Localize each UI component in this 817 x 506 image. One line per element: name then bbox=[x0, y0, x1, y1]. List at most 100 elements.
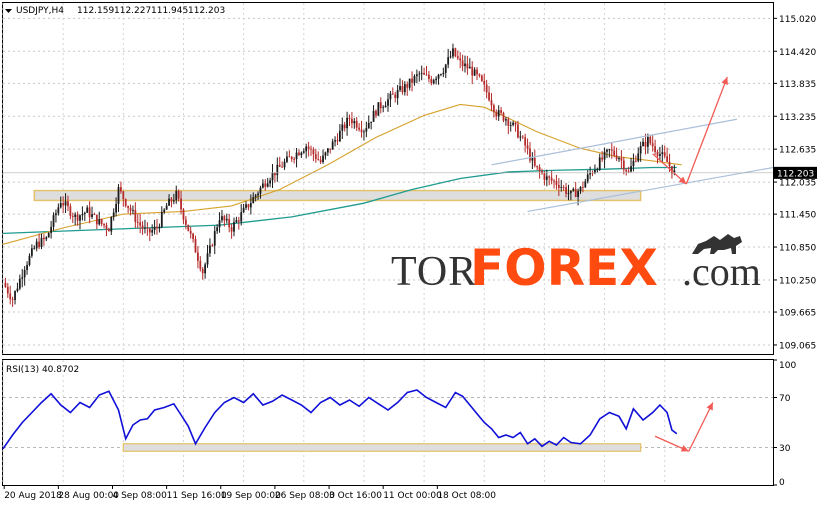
candle-body bbox=[192, 233, 194, 239]
candle-body bbox=[136, 222, 139, 223]
candle-body bbox=[59, 203, 62, 208]
candle-body bbox=[449, 56, 452, 58]
rsi-tick-label: 100 bbox=[779, 361, 796, 371]
candle-body bbox=[492, 105, 495, 113]
candle-body bbox=[283, 161, 286, 168]
candle-body bbox=[671, 166, 673, 174]
channel-lower-line bbox=[527, 166, 774, 212]
candle-body bbox=[67, 201, 69, 207]
time-tick-label: 4 Sep 08:00 bbox=[112, 491, 167, 501]
candle-body bbox=[146, 227, 149, 229]
candle-body bbox=[565, 187, 567, 194]
candle-body bbox=[88, 207, 91, 218]
candle-body bbox=[33, 248, 36, 250]
candle-body bbox=[199, 260, 202, 270]
bull-logo-icon bbox=[692, 234, 742, 254]
rsi-panel-frame bbox=[2, 359, 774, 486]
candle-body bbox=[127, 205, 130, 208]
candle-body bbox=[281, 166, 284, 168]
candle-body bbox=[103, 223, 105, 226]
price-grid bbox=[2, 3, 773, 354]
candle-body bbox=[411, 78, 413, 83]
rsi-arrow-1-shaft bbox=[688, 402, 714, 452]
candle-body bbox=[156, 226, 158, 229]
candle-body bbox=[415, 74, 418, 77]
candle-body bbox=[230, 227, 233, 232]
candle-body bbox=[353, 120, 356, 124]
candle-body bbox=[639, 146, 642, 154]
candle-body bbox=[293, 159, 296, 160]
candle-body bbox=[252, 197, 255, 204]
candle-body bbox=[182, 209, 185, 220]
candle-body bbox=[610, 149, 613, 151]
candle-body bbox=[132, 210, 134, 211]
candle-body bbox=[117, 187, 120, 204]
candle-body bbox=[659, 154, 661, 156]
candle-body bbox=[480, 75, 483, 81]
candle-body bbox=[545, 176, 548, 180]
dropdown-triangle-icon[interactable] bbox=[5, 9, 12, 13]
price-tick-label: 115.020 bbox=[779, 15, 816, 25]
candle-body bbox=[654, 146, 656, 152]
candle-body bbox=[242, 207, 245, 213]
candle-body bbox=[517, 124, 519, 138]
candle-body bbox=[343, 124, 346, 129]
candle-body bbox=[249, 203, 252, 208]
candle-body bbox=[317, 158, 320, 160]
candle-body bbox=[548, 176, 551, 178]
candle-body bbox=[543, 173, 546, 180]
candles bbox=[4, 43, 676, 307]
watermark-com: .com bbox=[682, 249, 761, 294]
price-forecast-arrows bbox=[652, 76, 728, 185]
candle-body bbox=[673, 170, 676, 174]
price-tick-label: 112.035 bbox=[779, 179, 816, 189]
price-tick-label: 109.665 bbox=[779, 309, 816, 319]
candle-body bbox=[336, 140, 339, 142]
candle-body bbox=[264, 183, 267, 187]
candle-body bbox=[225, 218, 228, 221]
rsi-zone-rect bbox=[122, 443, 642, 452]
candle-body bbox=[348, 117, 351, 120]
rsi-tick-label: 30 bbox=[779, 444, 791, 454]
candle-body bbox=[447, 57, 450, 65]
candle-body bbox=[76, 214, 79, 221]
candle-body bbox=[148, 228, 151, 233]
candle-body bbox=[211, 245, 214, 247]
candle-body bbox=[622, 160, 625, 170]
candle-body bbox=[550, 177, 553, 181]
candle-body bbox=[160, 212, 163, 227]
candle-body bbox=[124, 199, 127, 206]
candle-body bbox=[286, 156, 288, 162]
candle-body bbox=[579, 186, 582, 192]
candle-body bbox=[428, 74, 430, 79]
candle-body bbox=[440, 74, 442, 75]
candle-body bbox=[218, 220, 221, 228]
candle-body bbox=[139, 222, 142, 226]
candle-body bbox=[153, 226, 156, 231]
candle-body bbox=[572, 188, 575, 191]
candle-body bbox=[168, 198, 170, 206]
rsi-arrow-1-head bbox=[706, 402, 713, 411]
time-tick-label: 20 Aug 2018 bbox=[4, 491, 62, 501]
candle-body bbox=[442, 72, 445, 75]
candle-body bbox=[370, 121, 373, 123]
candle-body bbox=[271, 172, 274, 181]
candle-body bbox=[235, 220, 238, 223]
candle-body bbox=[526, 145, 529, 149]
candle-body bbox=[21, 277, 24, 279]
candle-body bbox=[382, 107, 385, 109]
candle-body bbox=[553, 180, 555, 182]
candle-body bbox=[346, 117, 348, 129]
candle-body bbox=[500, 110, 502, 113]
time-tick-label: 11 Oct 00:00 bbox=[383, 491, 442, 501]
candle-body bbox=[471, 66, 474, 76]
candle-body bbox=[177, 190, 180, 199]
candle-body bbox=[295, 152, 298, 160]
candle-body bbox=[79, 215, 81, 221]
candle-body bbox=[618, 158, 620, 160]
candle-body bbox=[476, 69, 478, 75]
candle-body bbox=[122, 191, 125, 200]
candle-body bbox=[201, 269, 204, 274]
price-tick-label: 110.250 bbox=[779, 276, 816, 286]
price-panel-frame bbox=[2, 2, 774, 355]
